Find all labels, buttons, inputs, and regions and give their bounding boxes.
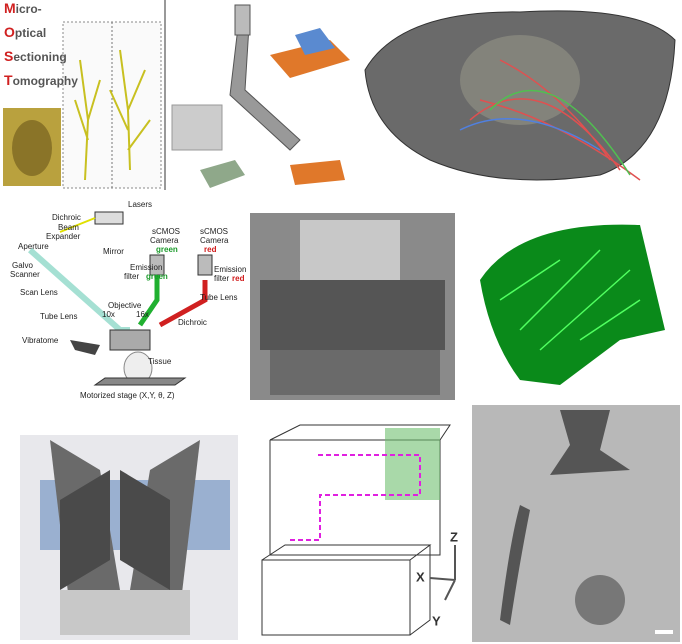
label: Camera xyxy=(200,236,229,245)
label: Beam xyxy=(58,223,79,232)
brain-shape xyxy=(12,120,52,176)
label: sCMOS xyxy=(152,227,180,236)
label: Emission xyxy=(214,265,246,274)
label: Objective xyxy=(108,301,142,310)
title-word: Sectioning xyxy=(4,48,67,64)
label: Camera xyxy=(150,236,179,245)
label: green xyxy=(146,272,168,281)
axis-label: X xyxy=(416,569,425,584)
neurons xyxy=(74,49,151,181)
label: sCMOS xyxy=(200,227,228,236)
label: Aperture xyxy=(18,242,49,251)
label: filter xyxy=(124,272,139,281)
label: Dichroic xyxy=(52,213,81,222)
label: Tube Lens xyxy=(200,293,238,302)
label: Tissue xyxy=(148,357,172,366)
label: Lasers xyxy=(128,200,152,209)
label: Scanner xyxy=(10,270,40,279)
label: filter xyxy=(214,274,229,283)
label: Emission xyxy=(130,263,162,272)
label: Motorized stage (X,Y, θ, Z) xyxy=(80,391,175,400)
stage-top xyxy=(270,40,350,78)
neuron-panel xyxy=(62,21,162,189)
title-word: Micro- xyxy=(4,0,42,16)
fluorescent-block xyxy=(480,224,665,385)
label: red xyxy=(204,245,217,254)
axis-label: Y xyxy=(432,613,441,628)
axis-label: Z xyxy=(450,529,458,544)
label: 10x xyxy=(102,310,115,319)
label: Scan Lens xyxy=(20,288,58,297)
label: Dichroic xyxy=(178,318,207,327)
label: 16x xyxy=(136,310,149,319)
label: red xyxy=(232,274,245,283)
label: green xyxy=(156,245,178,254)
label: Tube Lens xyxy=(40,312,78,321)
label: Galvo xyxy=(12,261,33,270)
label: Expander xyxy=(46,232,81,241)
label: Vibratome xyxy=(22,336,59,345)
title-word: Optical xyxy=(4,24,47,40)
label: Mirror xyxy=(103,247,124,256)
title-word: Tomography xyxy=(4,72,78,88)
